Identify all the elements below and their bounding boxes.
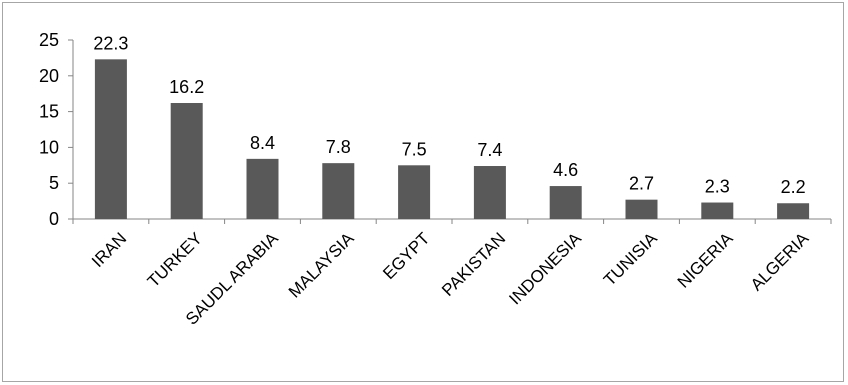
y-tick-label: 20 — [39, 66, 59, 86]
data-label: 7.5 — [402, 139, 427, 159]
data-label: 2.3 — [705, 177, 730, 197]
y-tick-label: 15 — [39, 102, 59, 122]
bar — [170, 103, 203, 219]
data-labels: 22.3 16.2 8.4 7.8 7.5 7.4 4.6 2.7 2.3 2.2 — [93, 33, 805, 197]
y-tick-label: 0 — [49, 209, 59, 229]
data-label: 4.6 — [553, 160, 578, 180]
bar — [246, 158, 279, 219]
bars — [94, 59, 810, 219]
category-label: MALAYSIA — [285, 228, 358, 301]
y-tick-label: 25 — [39, 30, 59, 50]
category-label: NIGERIA — [674, 228, 737, 291]
data-label: 7.4 — [477, 140, 502, 160]
y-tick-label: 10 — [39, 137, 59, 157]
category-label: TUNISIA — [600, 228, 661, 289]
y-tick-label: 5 — [49, 173, 59, 193]
category-label: INDONESIA — [505, 228, 585, 308]
data-label: 16.2 — [169, 77, 204, 97]
bar — [473, 166, 506, 219]
bar — [94, 59, 127, 219]
data-label: 22.3 — [93, 33, 128, 53]
data-label: 7.8 — [326, 137, 351, 157]
category-label: ALGERIA — [747, 228, 813, 294]
category-label: PAKISTAN — [438, 229, 509, 300]
data-label: 2.7 — [629, 174, 654, 194]
category-label: EGYPT — [379, 229, 433, 283]
bar — [549, 186, 582, 219]
bar — [322, 163, 355, 219]
bar — [701, 202, 734, 219]
category-label: TURKEY — [144, 229, 206, 291]
y-axis: 0 5 10 15 20 25 — [39, 30, 74, 229]
data-label: 8.4 — [250, 133, 275, 153]
bar — [625, 199, 658, 219]
x-axis — [72, 218, 832, 224]
bar — [777, 203, 810, 219]
category-label: IRAN — [88, 229, 130, 271]
bar — [398, 165, 431, 219]
data-label: 2.2 — [781, 177, 806, 197]
bar-chart: 0 5 10 15 20 25 22.3 16.2 8.4 7.8 7.5 7.4 4.6 2.7 2.3… — [39, 30, 832, 329]
